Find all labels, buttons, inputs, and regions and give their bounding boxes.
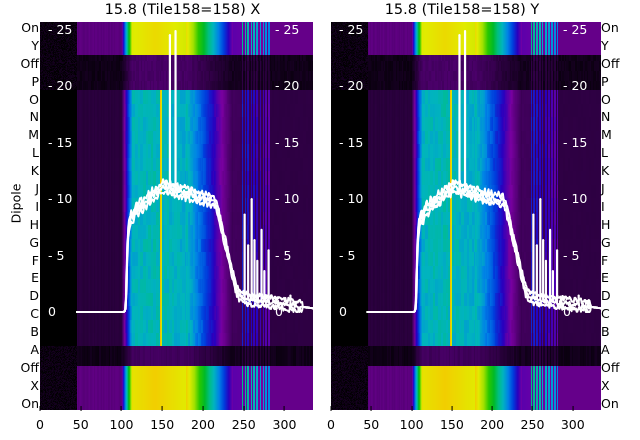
x-tick-label: 200 bbox=[191, 417, 215, 432]
x-tick: 100 bbox=[109, 406, 134, 432]
x-tick-mark bbox=[411, 406, 413, 411]
panel-x[interactable]: 15.8 (Tile158=158) X - 25- 20- 15- 10- 5… bbox=[40, 2, 313, 410]
category-label: O bbox=[29, 91, 39, 107]
category-label: H bbox=[29, 216, 39, 232]
category-label: Off bbox=[601, 55, 620, 71]
category-label: D bbox=[29, 288, 39, 304]
x-tick-mark bbox=[202, 406, 204, 411]
x-tick: 50 bbox=[72, 406, 89, 432]
x-tick-label: 300 bbox=[272, 417, 297, 432]
category-label: Off bbox=[601, 359, 620, 375]
x-tick-label: 0 bbox=[327, 417, 335, 432]
x-tick: 200 bbox=[191, 406, 215, 432]
x-tick-label: 250 bbox=[231, 417, 256, 432]
category-label: X bbox=[30, 377, 39, 393]
category-label: F bbox=[31, 252, 39, 268]
category-label: Off bbox=[20, 359, 39, 375]
x-tick: 0 bbox=[36, 406, 44, 432]
x-tick: 150 bbox=[439, 406, 464, 432]
category-axis-left: On Y Off P O N M L K J I H G F E D C B A Off X On bbox=[5, 20, 39, 411]
category-label: N bbox=[29, 109, 39, 125]
category-label: Off bbox=[20, 55, 39, 71]
category-label: Y bbox=[601, 37, 609, 53]
category-label: A bbox=[30, 342, 39, 358]
category-label: B bbox=[30, 324, 39, 340]
x-axis-panel-y: 0 50 100 150 200 250 300 bbox=[327, 406, 601, 438]
x-tick-label: 250 bbox=[520, 417, 545, 432]
x-tick-mark bbox=[120, 406, 122, 411]
x-tick-label: 150 bbox=[439, 417, 464, 432]
x-tick: 300 bbox=[560, 406, 585, 432]
x-tick-mark bbox=[80, 406, 82, 411]
heatmap-x[interactable] bbox=[40, 22, 313, 410]
x-tick-mark bbox=[491, 406, 493, 411]
x-tick-mark bbox=[531, 406, 533, 411]
x-tick-mark bbox=[161, 406, 163, 411]
category-label: J bbox=[35, 181, 39, 197]
category-label: D bbox=[601, 288, 611, 304]
x-tick: 250 bbox=[520, 406, 545, 432]
x-tick-label: 200 bbox=[480, 417, 505, 432]
category-label: K bbox=[601, 163, 610, 179]
category-label: H bbox=[601, 216, 611, 232]
category-label: A bbox=[601, 342, 610, 358]
category-label: K bbox=[30, 163, 39, 179]
x-tick-label: 100 bbox=[399, 417, 424, 432]
x-tick: 100 bbox=[399, 406, 424, 432]
category-label: L bbox=[601, 145, 608, 161]
x-tick-label: 0 bbox=[36, 417, 44, 432]
x-tick-label: 100 bbox=[109, 417, 134, 432]
x-tick-mark bbox=[572, 406, 574, 411]
category-label: On bbox=[21, 395, 39, 411]
heatmap-y[interactable] bbox=[331, 22, 601, 410]
x-tick-mark bbox=[370, 406, 372, 411]
x-tick-label: 50 bbox=[363, 417, 380, 432]
category-label: On bbox=[21, 20, 39, 35]
x-tick-mark bbox=[330, 406, 332, 411]
panel-y[interactable]: 15.8 (Tile158=158) Y - 25- 20- 15- 10- 5… bbox=[331, 2, 601, 410]
category-label: P bbox=[31, 73, 39, 89]
category-label: G bbox=[29, 234, 39, 250]
category-label: J bbox=[601, 181, 605, 197]
x-tick-label: 50 bbox=[72, 417, 89, 432]
category-label: O bbox=[601, 91, 611, 107]
category-label: E bbox=[601, 270, 609, 286]
category-label: I bbox=[35, 198, 39, 214]
x-tick-mark bbox=[39, 406, 41, 411]
category-label: Y bbox=[31, 37, 39, 53]
category-label: G bbox=[601, 234, 611, 250]
x-tick-mark bbox=[451, 406, 453, 411]
panel-title-x: 15.8 (Tile158=158) X bbox=[104, 2, 261, 18]
x-tick: 50 bbox=[363, 406, 380, 432]
panel-title-y: 15.8 (Tile158=158) Y bbox=[384, 2, 540, 18]
x-tick-label: 300 bbox=[560, 417, 585, 432]
category-label: N bbox=[601, 109, 611, 125]
category-label: C bbox=[30, 306, 39, 322]
x-tick: 150 bbox=[150, 406, 175, 432]
category-label: B bbox=[601, 324, 610, 340]
x-tick-mark bbox=[243, 406, 245, 411]
category-label: P bbox=[601, 73, 609, 89]
category-label: C bbox=[601, 306, 610, 322]
category-label: L bbox=[32, 145, 39, 161]
x-tick: 200 bbox=[480, 406, 505, 432]
x-tick: 250 bbox=[231, 406, 256, 432]
category-label: On bbox=[601, 20, 619, 35]
category-label: M bbox=[28, 127, 39, 143]
category-label: M bbox=[601, 127, 612, 143]
x-tick: 300 bbox=[272, 406, 297, 432]
x-tick: 0 bbox=[327, 406, 335, 432]
category-label: X bbox=[601, 377, 610, 393]
category-label: I bbox=[601, 198, 605, 214]
category-label: E bbox=[31, 270, 39, 286]
category-label: On bbox=[601, 395, 619, 411]
x-tick-mark bbox=[283, 406, 285, 411]
category-axis-right: On Y Off P O N M L K J I H G F E D C B A Off X On bbox=[601, 20, 635, 411]
axis-label-dipole: Dipole bbox=[8, 183, 24, 224]
category-label: F bbox=[601, 252, 609, 268]
x-axis-panel-x: 0 50 100 150 200 250 300 bbox=[36, 406, 313, 438]
x-tick-label: 150 bbox=[150, 417, 175, 432]
